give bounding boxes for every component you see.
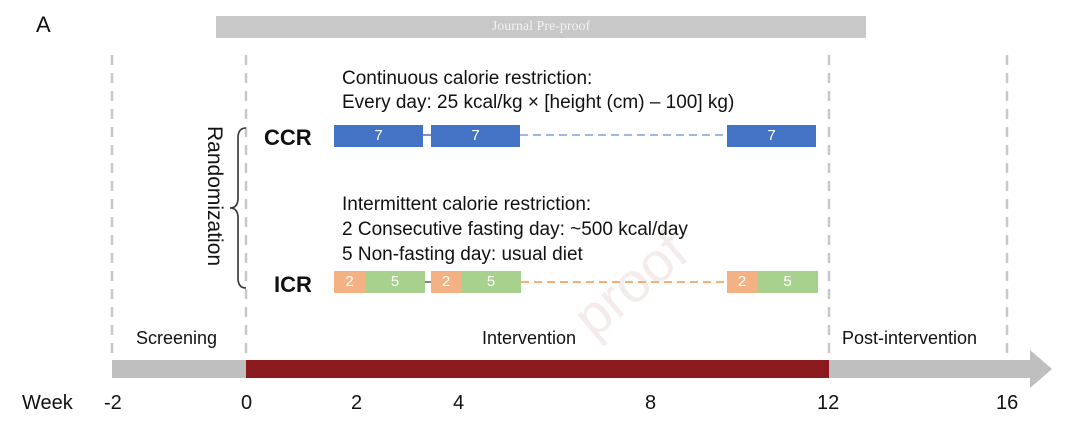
icr-arm-label: ICR xyxy=(274,272,312,297)
icr-fasting-segment-week12: 2 xyxy=(727,271,757,293)
icr-fasting-segment-week1: 2 xyxy=(334,271,365,293)
icr-description-line3: 5 Non-fasting day: usual diet xyxy=(342,244,583,265)
timeline-arrowhead xyxy=(1030,350,1052,388)
ccr-segment-week2: 7 xyxy=(431,125,520,147)
week-tick: 0 xyxy=(241,392,253,414)
panel-label: A xyxy=(36,12,51,37)
week-tick: -2 xyxy=(104,392,122,414)
icr-nonfasting-segment-week12: 5 xyxy=(757,271,818,293)
ccr-description-line1: Continuous calorie restriction: xyxy=(342,68,593,89)
randomization-label: Randomization xyxy=(203,126,226,267)
week-tick: 12 xyxy=(817,392,840,414)
week-axis-label: Week xyxy=(22,392,73,414)
week-tick: 8 xyxy=(645,392,657,414)
week-tick: 16 xyxy=(996,392,1019,414)
icr-nonfasting-segment-week2: 5 xyxy=(461,271,521,293)
week-tick: 4 xyxy=(453,392,465,414)
intervention-bar xyxy=(246,360,829,378)
icr-fasting-segment-week2: 2 xyxy=(431,271,461,293)
ccr-description-line2: Every day: 25 kcal/kg × [height (cm) – 1… xyxy=(342,92,735,113)
ccr-arm-label: CCR xyxy=(264,125,312,150)
phase-intervention-label: Intervention xyxy=(482,328,577,348)
week-tick: 2 xyxy=(351,392,363,414)
phase-screening-label: Screening xyxy=(136,328,218,348)
ccr-segment-week12: 7 xyxy=(727,125,816,147)
ccr-segment-week1: 7 xyxy=(334,125,423,147)
icr-description-line1: Intermittent calorie restriction: xyxy=(342,194,592,215)
icr-nonfasting-segment-week1: 5 xyxy=(365,271,425,293)
journal-banner: Journal Pre-proof xyxy=(216,16,866,38)
randomization-brace xyxy=(229,127,247,289)
phase-post-intervention-label: Post-intervention xyxy=(842,328,978,348)
icr-description-line2: 2 Consecutive fasting day: ~500 kcal/day xyxy=(342,219,688,240)
